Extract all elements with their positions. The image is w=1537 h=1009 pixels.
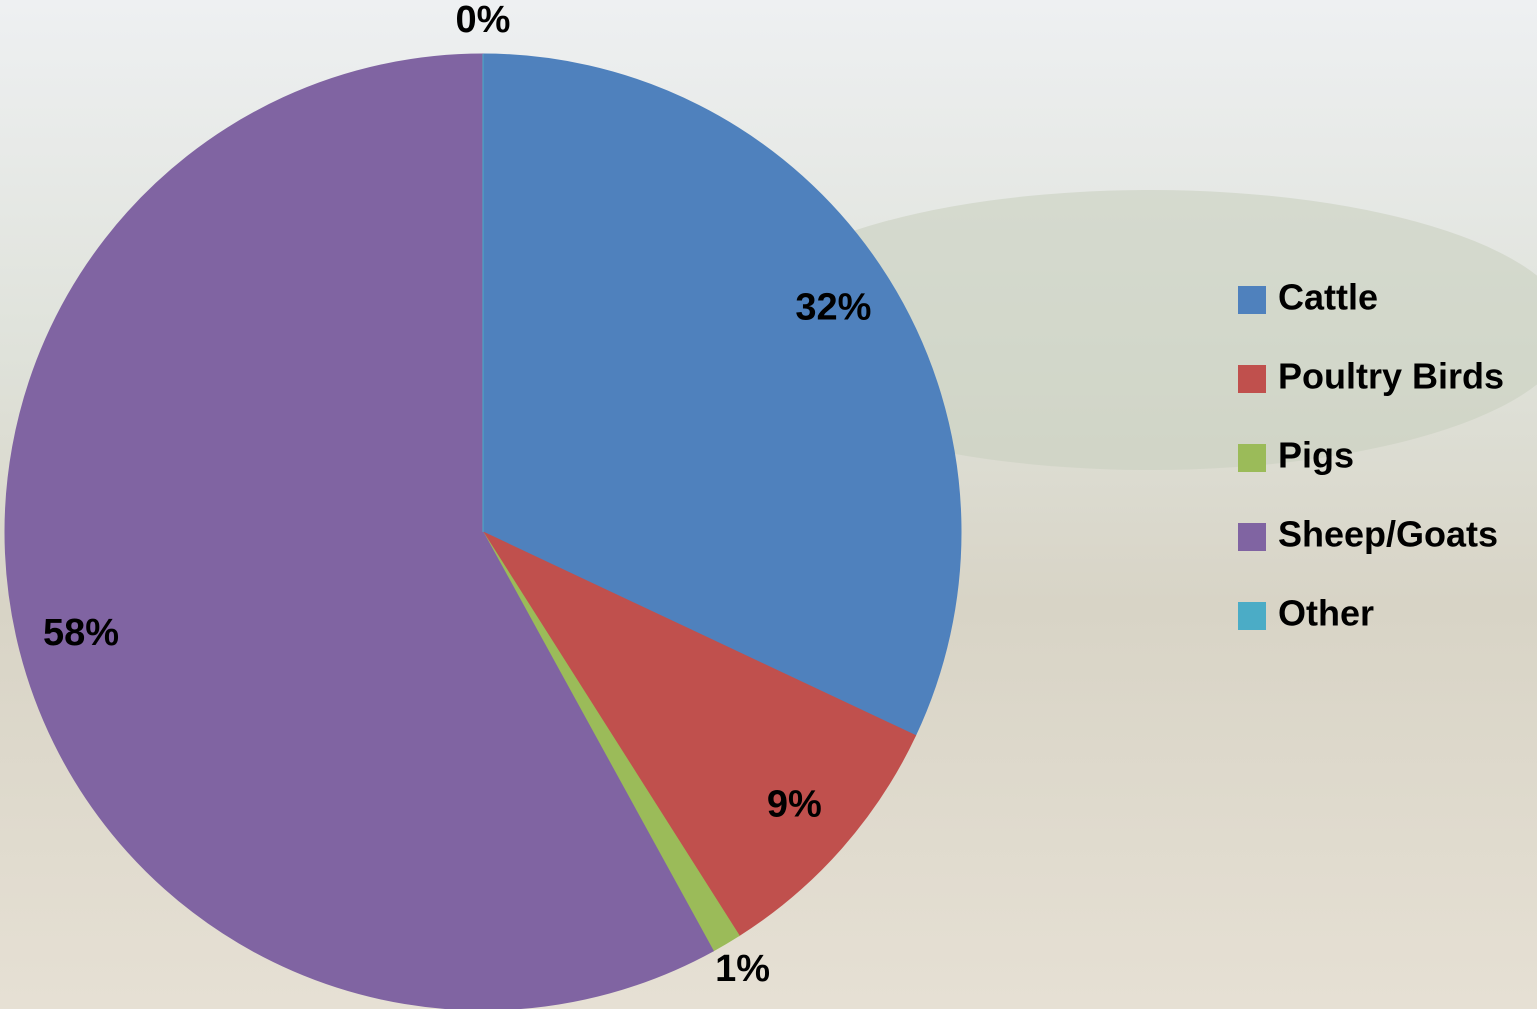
data-label: 58% bbox=[43, 612, 119, 654]
legend-label: Sheep/Goats bbox=[1278, 514, 1498, 555]
data-label: 1% bbox=[715, 948, 770, 990]
legend-swatch bbox=[1238, 602, 1266, 630]
chart: 32% 9% 1% 58% 0% Cattle Poultry Birds Pigs Shee… bbox=[0, 0, 1537, 1009]
data-label: 32% bbox=[795, 287, 871, 329]
legend-label: Poultry Birds bbox=[1278, 356, 1504, 397]
legend-swatch bbox=[1238, 286, 1266, 314]
legend-label: Other bbox=[1278, 593, 1374, 634]
data-label: 0% bbox=[456, 0, 511, 41]
legend-label: Cattle bbox=[1278, 277, 1378, 318]
data-label: 9% bbox=[767, 783, 822, 825]
legend-swatch bbox=[1238, 444, 1266, 472]
legend-swatch bbox=[1238, 523, 1266, 551]
legend-label: Pigs bbox=[1278, 435, 1354, 476]
legend-swatch bbox=[1238, 365, 1266, 393]
